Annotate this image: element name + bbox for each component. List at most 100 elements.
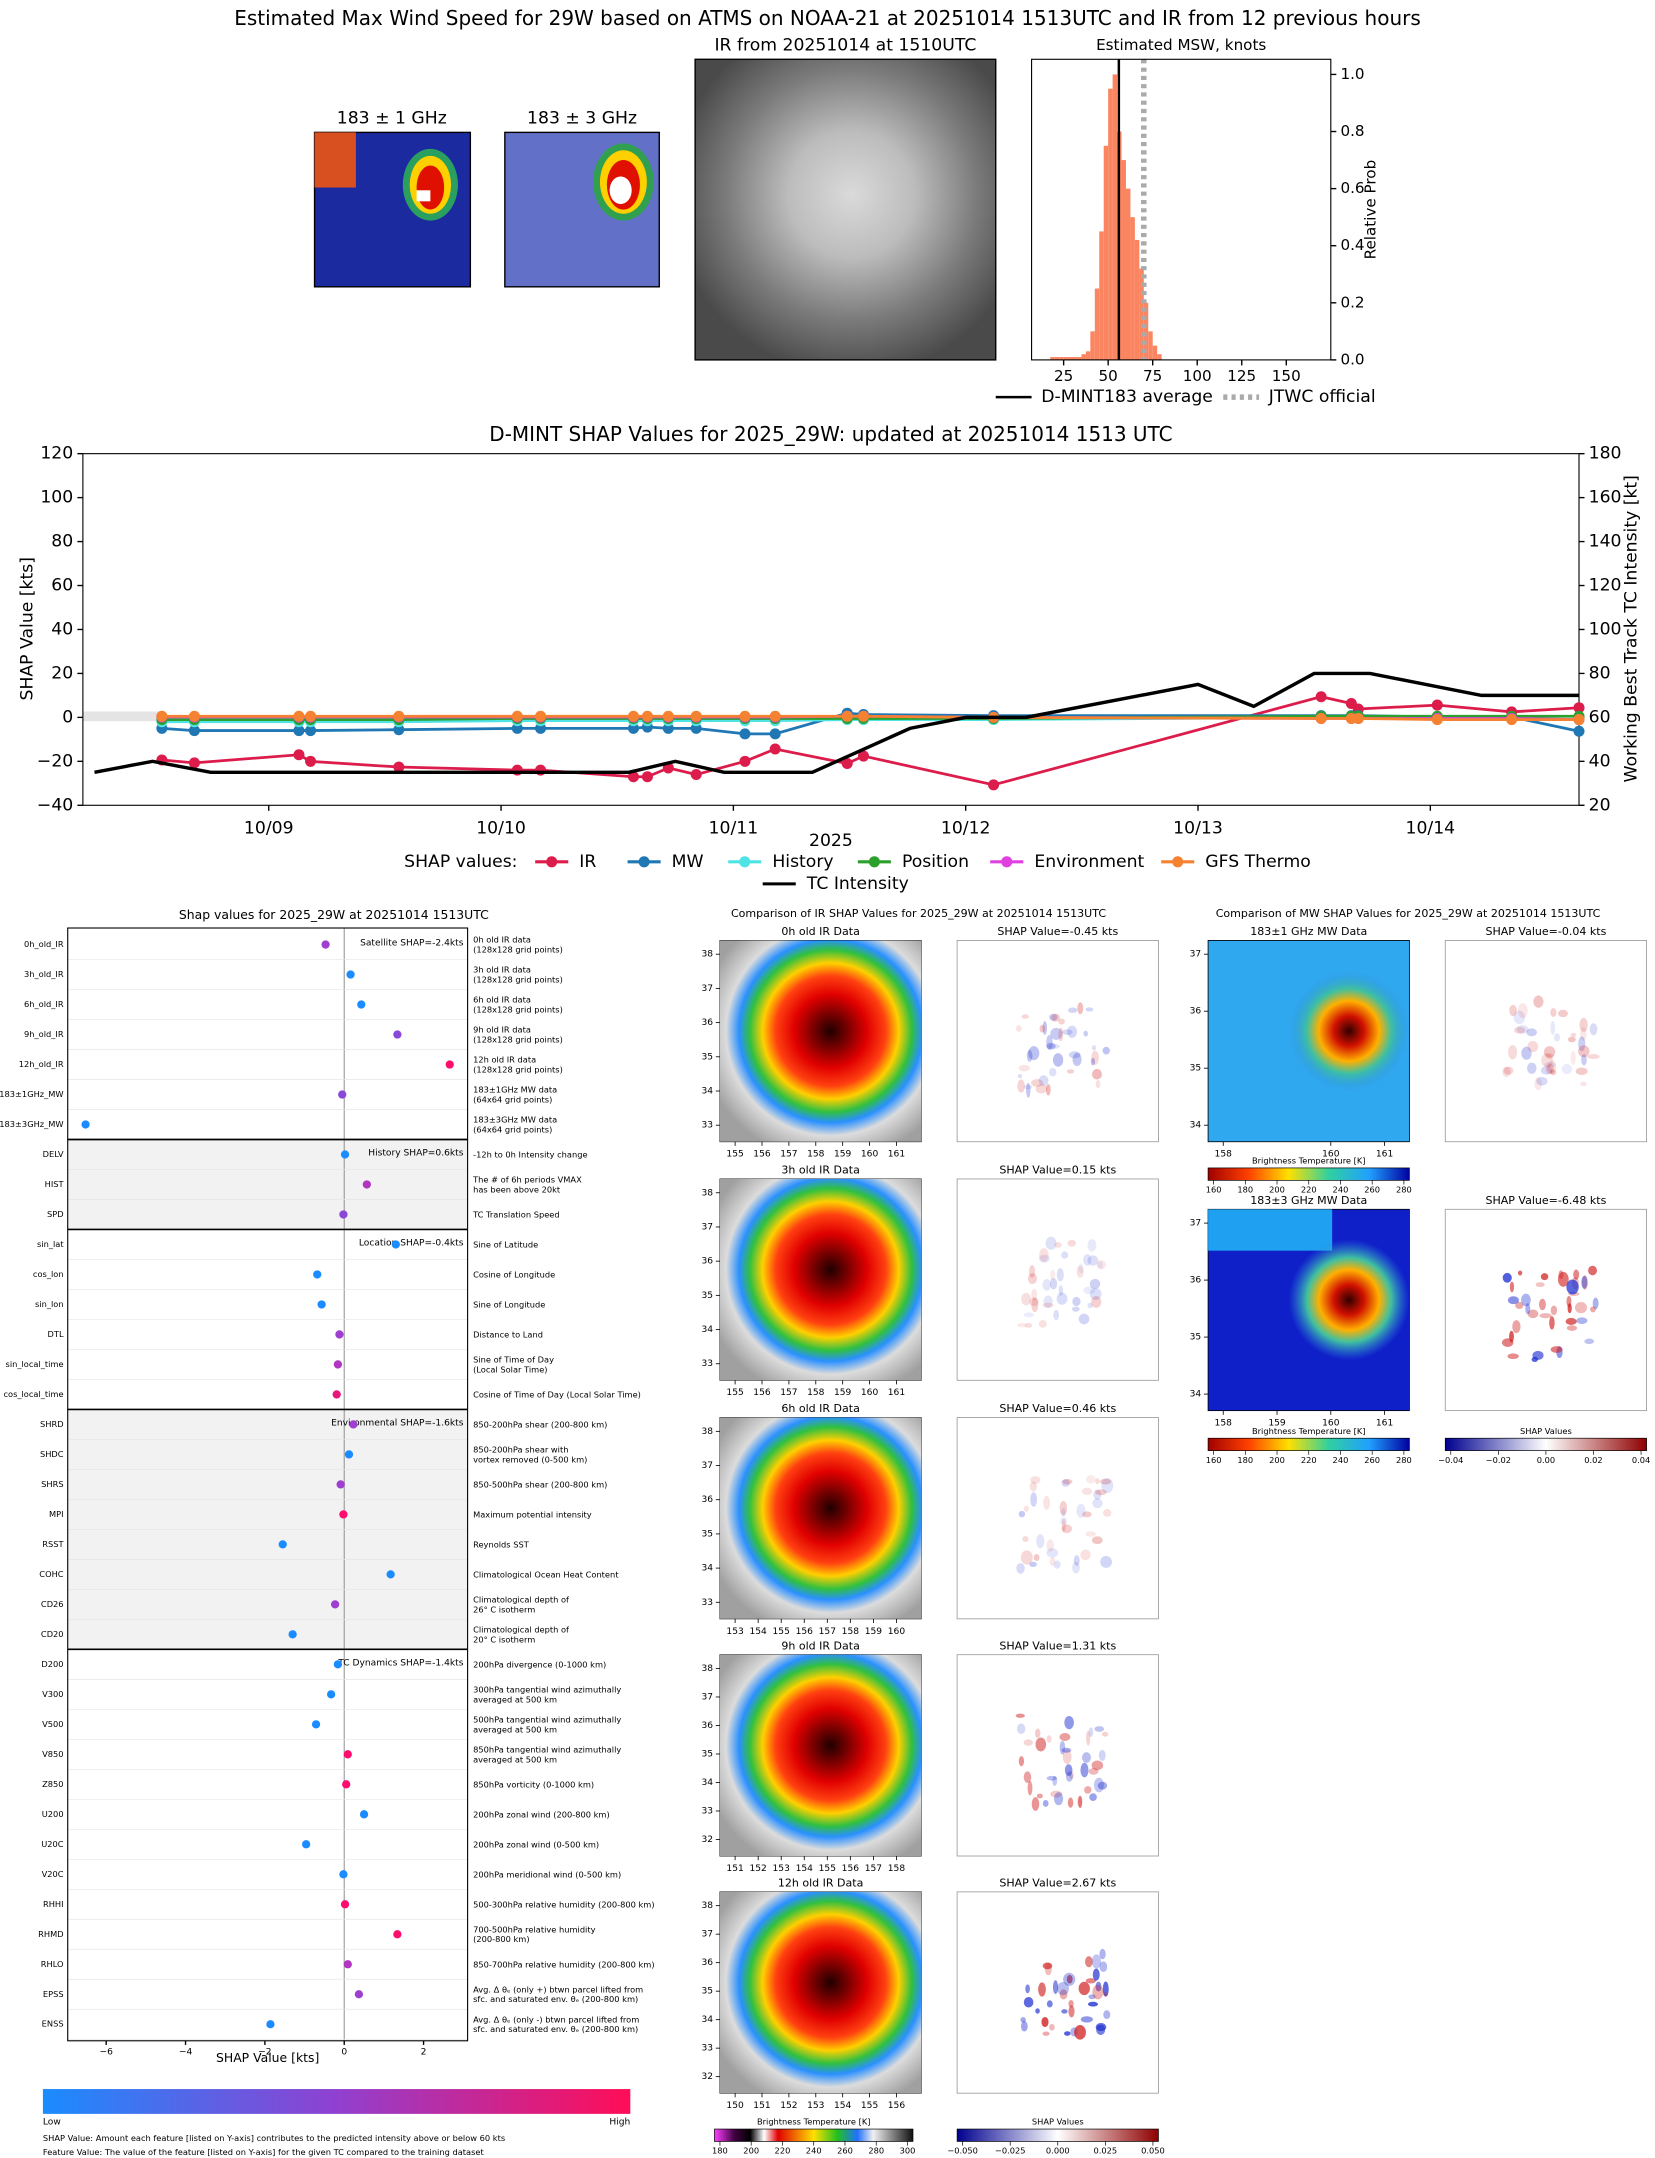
shap-blob	[1050, 1027, 1063, 1040]
feature-colorbar	[42, 2089, 631, 2114]
description-line: 26° C isotherm	[473, 1604, 535, 1614]
description-line: Sine of Time of Day	[473, 1354, 554, 1364]
x-tick-label: 161	[888, 1388, 905, 1398]
description-line: 6h old IR data	[473, 994, 531, 1004]
shap-blob	[1099, 1961, 1108, 1973]
shap-blob	[1026, 1082, 1031, 1098]
panel-title: Comparison of IR SHAP Values for 2025_29…	[731, 907, 1106, 920]
shap-blob	[1021, 1014, 1030, 1019]
point	[769, 728, 781, 740]
shap-blob	[1029, 1297, 1039, 1307]
shap-blob	[1042, 1800, 1049, 1807]
point	[393, 724, 405, 736]
shap-blob	[1573, 1269, 1580, 1280]
shap-blob	[1042, 1021, 1048, 1035]
x-tick-label: 2	[421, 2047, 427, 2057]
legend-label: TC Intensity	[806, 874, 909, 894]
description-line: (128x128 grid points)	[473, 1064, 563, 1074]
shap-blob	[1514, 1026, 1526, 1034]
point	[188, 757, 200, 769]
shap-blob	[1042, 1962, 1053, 1970]
shap-blob	[1061, 1524, 1073, 1534]
shap-blob	[1021, 1292, 1032, 1306]
shap-blob	[1502, 1272, 1512, 1283]
description-line: 200hPa zonal wind (0-500 km)	[473, 1839, 599, 1849]
bar	[1076, 357, 1082, 360]
bar	[1143, 302, 1149, 360]
point	[690, 722, 702, 734]
shap-blob	[1547, 1060, 1557, 1074]
point	[339, 1210, 348, 1219]
description-line: averaged at 500 km	[473, 1724, 557, 1734]
feature-description: 200hPa zonal wind (0-500 km)	[473, 1839, 599, 1849]
feature-label: cos_lon	[33, 1269, 64, 1279]
description-line: Climatological depth of	[473, 1624, 570, 1634]
feature-description: 850-500hPa shear (200-800 km)	[473, 1479, 607, 1489]
shap-blob	[1085, 1474, 1096, 1484]
feature-label: CD20	[41, 1629, 64, 1639]
shap-blob	[1102, 1046, 1110, 1055]
feature-description: Climatological depth of 26° C isotherm	[473, 1594, 570, 1614]
shap-blob	[1023, 1505, 1029, 1512]
y-tick-label: 33	[701, 2044, 713, 2054]
shap-blob	[1035, 1737, 1047, 1752]
shap-blob	[1570, 1051, 1576, 1066]
x-tick-label: 160	[1322, 1150, 1340, 1160]
bar	[1157, 354, 1162, 360]
point	[362, 1180, 371, 1189]
y-tick-label: 38	[701, 1901, 713, 1911]
shap-blob	[1018, 1756, 1025, 1767]
point	[326, 1690, 336, 1699]
group-title: History SHAP=0.6kts	[368, 1149, 463, 1159]
image-title: SHAP Value=0.46 kts	[999, 1402, 1116, 1415]
feature-description: The # of 6h periods VMAX has been above 2…	[472, 1174, 582, 1194]
shap-blob	[1100, 1556, 1112, 1568]
shap-blob	[1050, 1790, 1063, 1798]
ir-cloud	[719, 1417, 922, 1619]
feature-description: 6h old IR data (128x128 grid points)	[473, 994, 563, 1014]
y-tick-label: 80	[51, 532, 73, 552]
colorbar-low: Low	[43, 2118, 61, 2128]
shap-blob	[1089, 1287, 1102, 1301]
shap-blob	[1016, 1563, 1025, 1574]
shap-blob	[1095, 1478, 1100, 1485]
colorbar-tick-label: 200	[743, 2146, 759, 2156]
shap-blob	[1080, 1762, 1089, 1778]
colorbar	[714, 2128, 914, 2142]
feature-description: 12h old IR data (128x128 grid points)	[473, 1054, 563, 1074]
shap-blob	[1078, 1795, 1083, 1809]
colorbar-tick-label: 300	[900, 2146, 916, 2156]
shap-blob	[1022, 1535, 1029, 1542]
shap-blob	[1580, 1027, 1587, 1041]
y-tick-label: 37	[701, 1222, 713, 1232]
colorbar-tick-label: 220	[775, 2146, 791, 2156]
x-tick-label: 158	[1215, 1150, 1233, 1160]
shap-blob	[1035, 1084, 1048, 1094]
shap-blob	[1525, 1303, 1531, 1315]
x-tick-label: 50	[1099, 367, 1118, 385]
feature-description: Cosine of Time of Day (Local Solar Time)	[473, 1389, 641, 1399]
colorbar	[1444, 1437, 1647, 1451]
shap-blob	[1565, 1317, 1577, 1325]
feature-description: TC Translation Speed	[472, 1209, 560, 1219]
shap-blob	[1087, 1302, 1093, 1309]
bar	[1130, 217, 1135, 360]
colorbar-tick-label: −0.050	[947, 2146, 978, 2156]
x-tick-label: 157	[819, 1627, 837, 1637]
shap-blob	[1517, 1270, 1523, 1276]
shap-blob	[1540, 1066, 1553, 1075]
shap-blob	[1576, 1317, 1588, 1324]
x-tick-label: 10/13	[1173, 819, 1223, 839]
shap-blob	[1087, 1239, 1097, 1252]
y2-tick-label: 180	[1589, 444, 1622, 464]
shap-blob	[1082, 1511, 1092, 1518]
point	[769, 743, 781, 755]
y-tick-label: 34	[1190, 1390, 1202, 1400]
shap-blob	[1031, 1079, 1044, 1087]
shap-blob	[1093, 1489, 1102, 1500]
shap-blob	[1043, 1295, 1053, 1308]
footnote: SHAP Value: Amount each feature [listed …	[43, 2133, 505, 2143]
shap-blob	[1066, 1974, 1073, 1984]
y-tick-label: 35	[1190, 1333, 1202, 1343]
x-tick-label: 156	[753, 1150, 771, 1160]
